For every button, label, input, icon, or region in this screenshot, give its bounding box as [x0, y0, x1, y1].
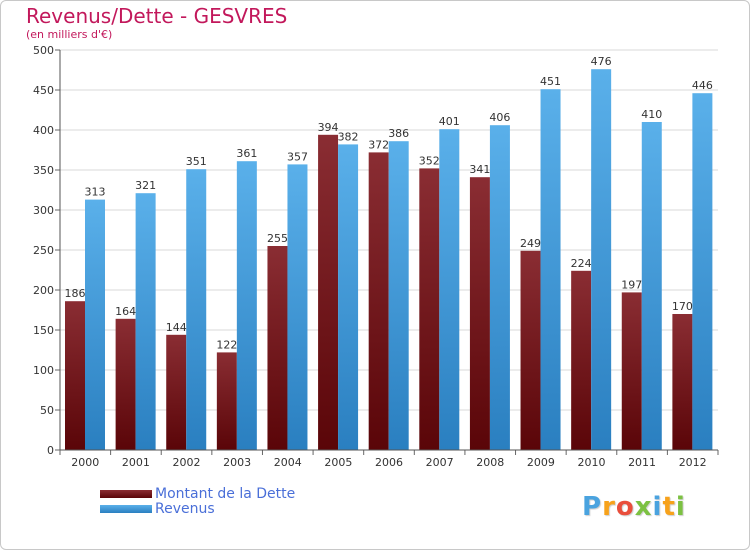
logo-letter: i — [652, 492, 663, 522]
data-label-revenus: 321 — [135, 179, 156, 192]
logo-letter: t — [662, 492, 676, 522]
bar-revenus — [388, 141, 409, 450]
y-tick-label: 300 — [33, 204, 54, 217]
bar-revenus — [439, 129, 460, 450]
x-tick-label: 2012 — [679, 456, 707, 469]
bar-revenus — [641, 122, 662, 450]
data-label-revenus: 382 — [338, 130, 359, 143]
y-tick-label: 0 — [47, 444, 54, 457]
bar-dette — [571, 270, 592, 450]
x-tick-label: 2006 — [375, 456, 403, 469]
data-label-revenus: 476 — [591, 55, 612, 68]
y-tick-label: 400 — [33, 124, 54, 137]
logo-letter: x — [634, 492, 653, 522]
bar-dette — [621, 292, 642, 450]
y-tick-label: 50 — [40, 404, 54, 417]
chart-subtitle: (en milliers d'€) — [26, 28, 113, 41]
bar-dette — [419, 168, 440, 450]
data-label-revenus: 351 — [186, 155, 207, 168]
bar-revenus — [85, 199, 105, 450]
logo-letter: i — [675, 492, 686, 522]
chart-title: Revenus/Dette - GESVRES — [26, 4, 288, 28]
data-label-revenus: 313 — [85, 186, 106, 199]
data-label-dette: 255 — [267, 232, 288, 245]
legend-swatch-revenus — [100, 505, 152, 513]
data-label-revenus: 406 — [489, 111, 510, 124]
x-tick-label: 2004 — [274, 456, 302, 469]
x-tick-label: 2007 — [426, 456, 454, 469]
data-label-dette: 224 — [571, 257, 592, 270]
x-tick-label: 2003 — [223, 456, 251, 469]
bar-dette — [166, 334, 187, 450]
bar-dette — [672, 314, 693, 450]
bar-revenus — [489, 125, 510, 450]
bar-dette — [216, 352, 237, 450]
y-tick-label: 150 — [33, 324, 54, 337]
bar-dette — [115, 318, 136, 450]
legend-label-revenus: Revenus — [155, 501, 215, 517]
x-tick-label: 2005 — [324, 456, 352, 469]
data-label-revenus: 357 — [287, 150, 308, 163]
bars — [65, 69, 713, 451]
data-label-dette: 249 — [520, 237, 541, 250]
x-tick-label: 2000 — [71, 456, 99, 469]
data-label-dette: 170 — [672, 300, 693, 313]
y-tick-label: 250 — [33, 244, 54, 257]
axes — [59, 50, 718, 451]
logo-letter: o — [615, 492, 635, 522]
legend-label-dette: Montant de la Dette — [155, 486, 296, 502]
logo-letter: r — [602, 492, 616, 522]
bar-dette — [520, 250, 541, 450]
bar-dette — [65, 301, 85, 450]
bar-revenus — [186, 169, 207, 450]
proxiti-logo: Proxiti — [582, 492, 686, 522]
data-label-dette: 164 — [115, 305, 136, 318]
data-label-revenus: 361 — [236, 147, 257, 160]
bar-revenus — [287, 164, 308, 450]
y-tick-label: 350 — [33, 164, 54, 177]
x-tick-label: 2002 — [173, 456, 201, 469]
y-tick-label: 450 — [33, 84, 54, 97]
bar-revenus — [692, 93, 713, 450]
data-label-dette: 186 — [65, 287, 86, 300]
data-label-dette: 144 — [166, 321, 187, 334]
data-labels: 1863131643211443511223612553573943823723… — [65, 55, 713, 351]
x-tick-label: 2008 — [476, 456, 504, 469]
data-label-dette: 197 — [621, 278, 642, 291]
bar-dette — [318, 134, 339, 451]
y-tick-label: 500 — [33, 44, 54, 57]
x-tick-label: 2001 — [122, 456, 150, 469]
data-label-dette: 394 — [318, 121, 339, 134]
bar-dette — [267, 246, 288, 450]
bar-revenus — [236, 161, 257, 450]
data-label-revenus: 401 — [439, 115, 460, 128]
bar-dette — [469, 177, 490, 450]
y-tick-label: 200 — [33, 284, 54, 297]
logo-letter: P — [582, 492, 603, 522]
y-axis-ticks: 0 50 100 150 200 250 300 350 400 450 500 — [33, 44, 60, 457]
x-tick-label: 2009 — [527, 456, 555, 469]
legend-swatch-dette — [100, 490, 152, 498]
x-axis-ticks: 2000 2001 2002 2003 2004 2005 2006 2007 2008 2009… — [59, 450, 719, 469]
x-tick-label: 2011 — [628, 456, 656, 469]
y-tick-label: 100 — [33, 364, 54, 377]
bar-revenus — [540, 89, 561, 450]
bar-revenus — [591, 69, 612, 450]
bar-revenus — [338, 144, 359, 450]
bar-revenus — [135, 193, 156, 450]
data-label-dette: 341 — [469, 163, 490, 176]
data-label-dette: 122 — [216, 338, 237, 351]
data-label-revenus: 386 — [388, 127, 409, 140]
x-tick-label: 2010 — [577, 456, 605, 469]
data-label-dette: 372 — [368, 138, 389, 151]
data-label-revenus: 446 — [692, 79, 713, 92]
data-label-dette: 352 — [419, 154, 440, 167]
bar-dette — [368, 152, 389, 450]
data-label-revenus: 451 — [540, 75, 561, 88]
data-label-revenus: 410 — [641, 108, 662, 121]
